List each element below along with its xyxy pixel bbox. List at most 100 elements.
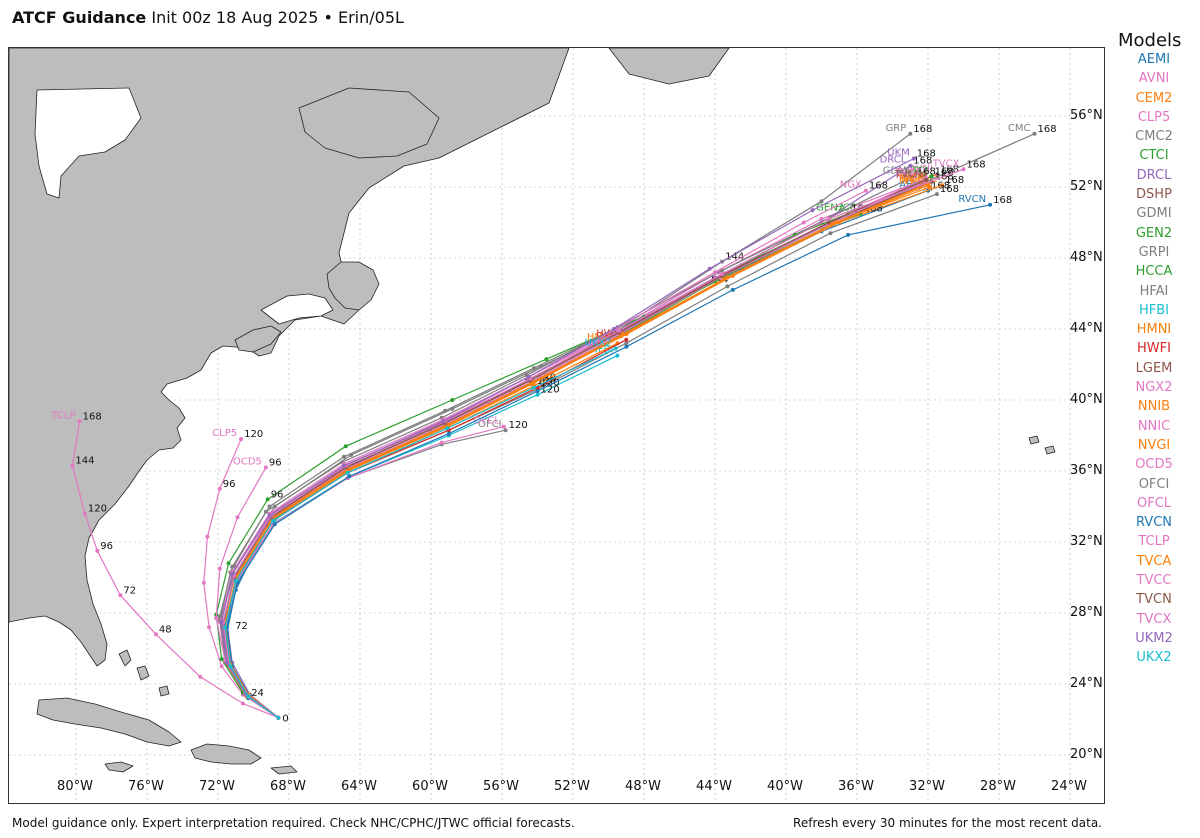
track-line <box>224 347 616 719</box>
track-point <box>725 284 730 289</box>
legend-item-nvgi[interactable]: NVGI <box>1137 437 1171 453</box>
lat-label: 32°N <box>1070 534 1103 549</box>
legend-item-drcl[interactable]: DRCL <box>1136 167 1172 183</box>
track-model-label: TVCX <box>932 158 960 169</box>
track-point <box>445 426 449 431</box>
forecast-hour-label: 168 <box>913 156 932 167</box>
track-point <box>207 625 212 630</box>
legend-item-tvcc[interactable]: TVCC <box>1136 573 1172 589</box>
forecast-hour-label: 96 <box>223 479 236 490</box>
legend-item-tvcx[interactable]: TVCX <box>1136 611 1172 627</box>
legend-item-clp5[interactable]: CLP5 <box>1137 109 1171 125</box>
landmass-baffin <box>298 87 440 159</box>
lat-label: 40°N <box>1070 392 1103 407</box>
track-point <box>214 616 219 621</box>
lat-label: 44°N <box>1070 321 1103 336</box>
lat-label: 52°N <box>1070 179 1103 194</box>
legend-item-nnib[interactable]: NNIB <box>1137 399 1171 415</box>
forecast-hour-label: 168 <box>917 166 936 177</box>
track-point <box>707 266 712 271</box>
legend-item-hwfi[interactable]: HWFI <box>1137 341 1171 357</box>
landmass-azores-2 <box>1044 445 1056 455</box>
track-tclp: TCLP 48 72 96 120 144 168 <box>50 410 281 720</box>
legend-title: Models <box>1118 30 1182 51</box>
track-point <box>940 183 945 188</box>
landmass-hispaniola <box>190 743 262 765</box>
legend-item-hfai[interactable]: HFAI <box>1139 283 1169 299</box>
title-text: ATCF Guidance <box>12 8 147 27</box>
legend-item-ofci[interactable]: OFCI <box>1138 476 1170 492</box>
legend-item-cem2[interactable]: CEM2 <box>1135 90 1173 106</box>
track-point <box>531 366 536 371</box>
model-legend: AEMI AVNI CEM2 CLP5 CMC2 CTCI DRCL DSHP GDMI GEN2… <box>1110 50 1198 668</box>
track-point <box>819 216 824 221</box>
legend-item-ukm2[interactable]: UKM2 <box>1135 630 1173 646</box>
legend-item-gen2[interactable]: GEN2 <box>1135 225 1173 241</box>
map-canvas[interactable]: AEMI24144168AVNI72168CEM2120168CLP596120… <box>9 48 1104 803</box>
track-model-label: TVCA <box>896 174 924 185</box>
track-point <box>926 183 930 188</box>
lat-label: 24°N <box>1070 676 1103 691</box>
track-model-label: NGX <box>840 180 862 191</box>
track-point <box>239 437 244 442</box>
legend-item-ctci[interactable]: CTCI <box>1139 148 1169 164</box>
legend-item-hcca[interactable]: HCCA <box>1135 264 1173 280</box>
forecast-hour-label: 72 <box>235 621 248 632</box>
track-point <box>988 202 993 207</box>
track-point <box>267 513 272 518</box>
landmass-bahamas-3 <box>158 685 170 697</box>
legend-item-ngx2[interactable]: NGX2 <box>1135 380 1173 396</box>
track-model-label: TVCN <box>894 169 922 180</box>
lon-label: 52°W <box>554 779 590 794</box>
track-point <box>611 327 616 331</box>
track-point <box>230 564 235 569</box>
map-panel[interactable]: AEMI24144168AVNI72168CEM2120168CLP596120… <box>8 47 1105 804</box>
track-model-label: OFCI <box>478 419 502 430</box>
landmass-nova-scotia <box>234 325 282 353</box>
track-point <box>624 337 629 342</box>
lat-label: 28°N <box>1070 605 1103 620</box>
track-line <box>203 438 279 719</box>
track-point <box>217 614 222 619</box>
lat-label: 20°N <box>1070 747 1103 762</box>
track-point <box>908 131 913 136</box>
legend-item-dshp[interactable]: DSHP <box>1136 187 1172 203</box>
track-point <box>908 163 913 168</box>
track-point <box>846 232 851 237</box>
legend-item-rvcn[interactable]: RVCN <box>1135 515 1173 531</box>
track-point <box>826 220 831 225</box>
legend-item-ocd5[interactable]: OCD5 <box>1135 457 1173 473</box>
track-model-label: CTCI <box>905 165 927 176</box>
legend-item-avni[interactable]: AVNI <box>1138 71 1170 87</box>
track-model-label: GRP <box>886 123 907 134</box>
legend-item-tvcn[interactable]: TVCN <box>1136 592 1172 608</box>
track-point <box>345 470 350 475</box>
forecast-hour-label: 168 <box>993 195 1012 206</box>
legend-item-ukx2[interactable]: UKX2 <box>1136 650 1172 666</box>
legend-item-aemi[interactable]: AEMI <box>1137 52 1171 67</box>
legend-item-lgem[interactable]: LGEM <box>1135 360 1173 376</box>
track-point <box>721 277 726 282</box>
legend-item-hmni[interactable]: HMNI <box>1136 322 1172 338</box>
legend-item-ofcl[interactable]: OFCL <box>1136 495 1172 511</box>
legend-item-tvca[interactable]: TVCA <box>1136 553 1172 569</box>
legend-item-grpi[interactable]: GRPI <box>1138 244 1170 260</box>
track-point <box>263 465 268 470</box>
track-point <box>205 534 210 539</box>
legend-item-tclp[interactable]: TCLP <box>1138 534 1170 550</box>
forecast-hour-label: 48 <box>159 624 172 635</box>
track-point <box>271 518 275 523</box>
track-point <box>240 701 245 706</box>
track-point <box>82 511 87 516</box>
legend-item-gdmi[interactable]: GDMI <box>1136 206 1172 222</box>
legend-item-cmc2[interactable]: CMC2 <box>1135 129 1173 145</box>
landmass-bahamas-1 <box>118 649 132 667</box>
landmass-puerto-rico <box>270 765 298 775</box>
track-point <box>535 392 540 397</box>
legend-item-hfbi[interactable]: HFBI <box>1138 302 1169 318</box>
forecast-hour-label: 96 <box>269 457 282 468</box>
legend-item-nnic[interactable]: NNIC <box>1137 418 1171 434</box>
track-point <box>819 199 824 204</box>
forecast-hour-label: 120 <box>537 372 556 383</box>
track-model-label: TCLP <box>50 410 75 421</box>
